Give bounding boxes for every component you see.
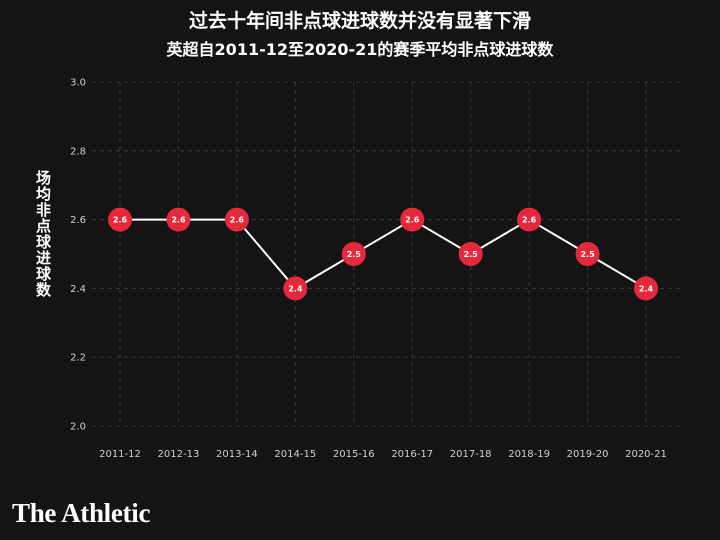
data-points: 2.6 2.6 2.6 2.4 2.5 2.6 2.5 2.6 2.5 2.4	[108, 207, 658, 301]
data-point-marker	[166, 207, 191, 232]
data-point-marker	[634, 276, 658, 301]
x-tick-label: 2020-21	[625, 449, 667, 460]
x-tick-label: 2015-16	[333, 449, 375, 460]
x-tick-label: 2018-19	[508, 449, 550, 460]
data-point-label: 2.5	[464, 250, 479, 259]
data-point-marker	[458, 242, 483, 266]
y-tick-label: 2.0	[70, 422, 86, 433]
data-point-marker	[575, 242, 600, 266]
y-tick-label: 2.2	[70, 353, 86, 364]
chart-subtitle: 英超自2011-12至2020-21的赛季平均非点球进球数	[166, 40, 554, 59]
data-point-label: 2.5	[347, 250, 362, 259]
data-point-marker	[517, 207, 542, 232]
x-tick-label: 2019-20	[567, 449, 609, 460]
data-point-marker	[108, 207, 132, 232]
y-axis-ticks: 2.0 2.2 2.4 2.6 2.8 3.0	[70, 78, 86, 433]
y-axis-label: 场均非点球进球数	[34, 170, 52, 298]
x-tick-label: 2014-15	[274, 449, 316, 460]
y-tick-label: 2.4	[70, 284, 86, 295]
data-point-label: 2.6	[230, 216, 245, 225]
series-line	[120, 218, 647, 290]
x-tick-label: 2013-14	[216, 449, 258, 460]
y-tick-label: 2.6	[70, 215, 86, 226]
data-point-label: 2.6	[171, 216, 186, 225]
x-tick-label: 2017-18	[450, 449, 492, 460]
data-point-label: 2.6	[405, 216, 420, 225]
x-tick-label: 2012-13	[158, 449, 200, 460]
x-tick-label: 2011-12	[99, 449, 141, 460]
data-point-label: 2.5	[580, 250, 595, 259]
x-tick-label: 2016-17	[391, 449, 433, 460]
data-point-label: 2.6	[522, 216, 537, 225]
data-point-marker	[283, 276, 308, 301]
y-tick-label: 3.0	[70, 78, 86, 89]
data-point-label: 2.6	[113, 216, 128, 225]
data-point-marker	[224, 207, 249, 232]
data-point-label: 2.4	[288, 284, 303, 293]
data-point-marker	[400, 207, 425, 232]
chart-title: 过去十年间非点球进球数并没有显著下滑	[188, 10, 531, 32]
y-tick-label: 2.8	[70, 146, 86, 157]
data-point-label: 2.4	[639, 284, 654, 293]
data-point-marker	[341, 242, 366, 266]
series-polyline	[120, 218, 647, 290]
x-axis-ticks: 2011-12 2012-13 2013-14 2014-15 2015-16 2016-…	[99, 449, 667, 460]
the-athletic-logo: The Athletic	[12, 498, 151, 528]
